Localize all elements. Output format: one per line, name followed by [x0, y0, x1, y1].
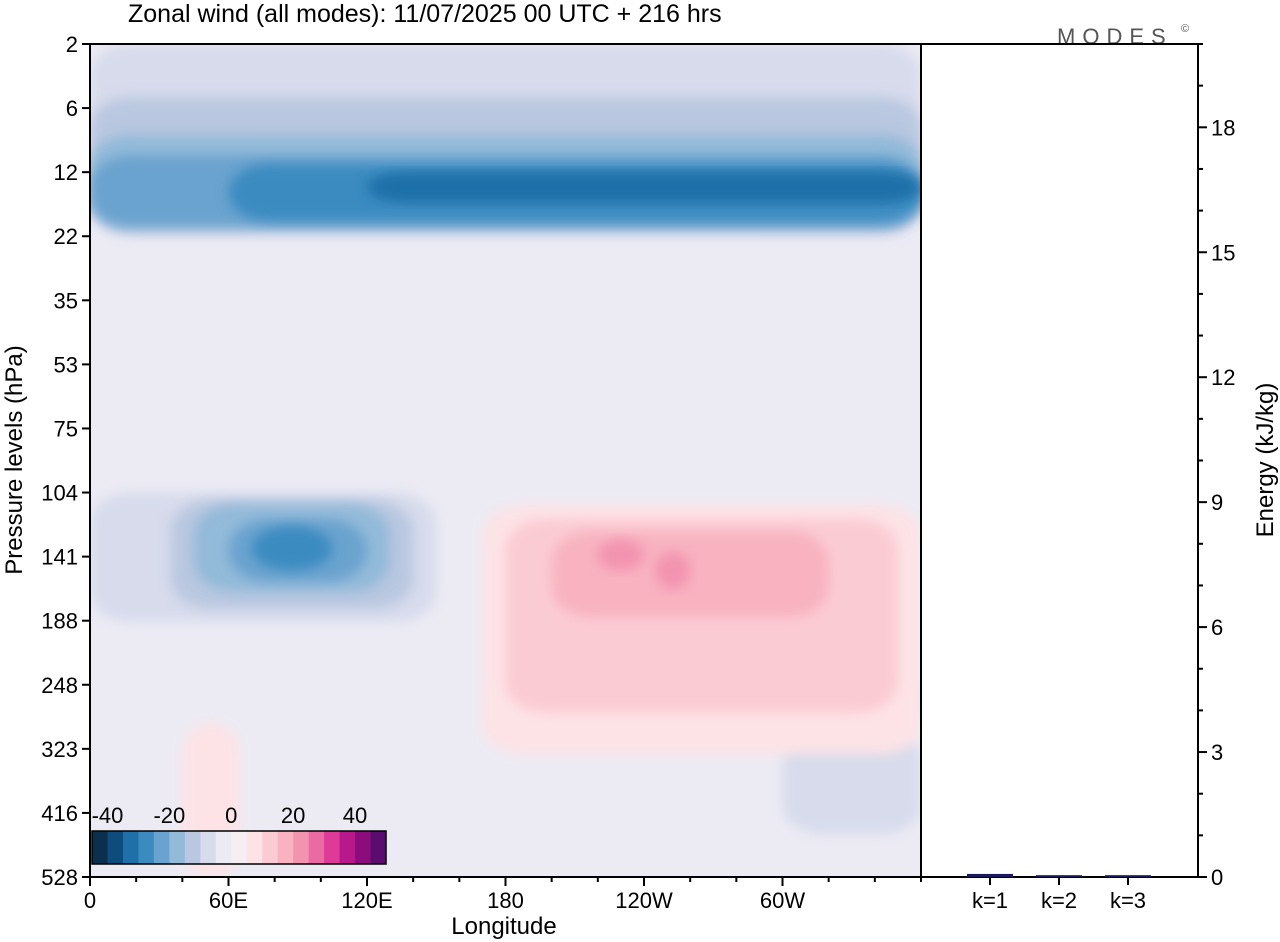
y-tick-label-12: 12: [54, 160, 78, 185]
colorbar-swatch-3: [138, 831, 155, 864]
x-tick-label-180: 180: [487, 888, 524, 913]
energy-bar-3: [1105, 875, 1151, 877]
contour-region--25-1: [251, 526, 333, 571]
x-tick-label-120E: 120E: [341, 888, 392, 913]
y-tick-label-35: 35: [54, 288, 78, 313]
y-tick-label-75: 75: [54, 416, 78, 441]
energy-category-label-1: k=1: [972, 888, 1008, 913]
colorbar-swatch-0: [92, 831, 108, 864]
x-tick-label-0: 0: [84, 888, 96, 913]
colorbar-swatch-4: [153, 831, 170, 864]
energy-category-label-3: k=3: [1110, 888, 1146, 913]
energy-axis-label: Energy (kJ/kg): [1252, 383, 1279, 538]
logo-registered-mark: ©: [1181, 23, 1189, 35]
x-tick-label-120W: 120W: [615, 888, 673, 913]
contour-region--30-0: [367, 172, 921, 203]
colorbar-swatch-13: [293, 831, 310, 864]
y-tick-label-104: 104: [41, 481, 78, 506]
y-tick-label-22: 22: [54, 224, 78, 249]
energy-tick-label-9: 9: [1211, 490, 1223, 515]
y-tick-label-248: 248: [41, 673, 78, 698]
contour-region--5-2: [782, 730, 921, 835]
contour-region-20-1: [655, 552, 691, 589]
colorbar-swatch-17: [355, 831, 372, 864]
contour-region-15-0: [551, 531, 829, 618]
energy-tick-label-18: 18: [1211, 115, 1235, 140]
colorbar: -40 -20 0 20 40: [91, 803, 387, 865]
y-tick-label-2: 2: [66, 32, 78, 57]
energy-frame: [920, 43, 1199, 878]
energy-tick-label-15: 15: [1211, 240, 1235, 265]
y-tick-label-53: 53: [54, 352, 78, 377]
colorbar-tick-label-0: 0: [225, 803, 237, 828]
energy-tick-label-6: 6: [1211, 615, 1223, 640]
colorbar-swatch-12: [277, 831, 294, 864]
y-tick-label-323: 323: [41, 737, 78, 762]
colorbar-tick-label--20: -20: [153, 803, 185, 828]
y-tick-label-141: 141: [41, 545, 78, 570]
colorbar-swatch-15: [324, 831, 341, 864]
contour-region-20-0: [597, 539, 644, 571]
colorbar-swatch-18: [370, 831, 387, 864]
colorbar-tick-label--40: -40: [92, 803, 124, 828]
colorbar-swatch-14: [308, 831, 325, 864]
colorbar-swatch-16: [339, 831, 356, 864]
colorbar-swatch-7: [200, 831, 217, 864]
energy-bar-1: [967, 873, 1013, 877]
y-tick-label-528: 528: [41, 865, 78, 890]
energy-panel: 0 3 6 9 12 15 18 k=1 k=2 k=3 Energy (kJ/kg): [920, 43, 1279, 913]
colorbar-swatch-6: [184, 831, 201, 864]
y-axis-label: Pressure levels (hPa): [1, 345, 28, 574]
x-tick-label-60W: 60W: [760, 888, 805, 913]
energy-axis-ticks: 0 3 6 9 12 15 18 k=1 k=2 k=3: [972, 43, 1235, 913]
colorbar-tick-label-40: 40: [343, 803, 367, 828]
colorbar-swatch-11: [262, 831, 279, 864]
colorbar-swatch-9: [231, 831, 248, 864]
x-tick-label-60E: 60E: [209, 888, 248, 913]
colorbar-swatch-8: [215, 831, 232, 864]
colorbar-frame: [91, 830, 387, 865]
x-axis-label: Longitude: [451, 913, 556, 940]
energy-bar-2: [1036, 875, 1082, 877]
energy-tick-label-3: 3: [1211, 740, 1223, 765]
colorbar-swatch-2: [122, 831, 139, 864]
y-tick-label-188: 188: [41, 609, 78, 634]
colorbar-swatch-5: [169, 831, 186, 864]
y-tick-label-416: 416: [41, 801, 78, 826]
chart-title: Zonal wind (all modes): 11/07/2025 00 UT…: [128, 0, 722, 28]
colorbar-swatch-10: [246, 831, 263, 864]
y-tick-label-6: 6: [66, 96, 78, 121]
energy-tick-label-0: 0: [1211, 865, 1223, 890]
energy-bars: [967, 873, 1151, 877]
energy-category-label-2: k=2: [1041, 888, 1077, 913]
contour-fills: [90, 44, 921, 877]
energy-tick-label-12: 12: [1211, 365, 1235, 390]
colorbar-tick-label-20: 20: [281, 803, 305, 828]
colorbar-swatch-1: [107, 831, 124, 864]
